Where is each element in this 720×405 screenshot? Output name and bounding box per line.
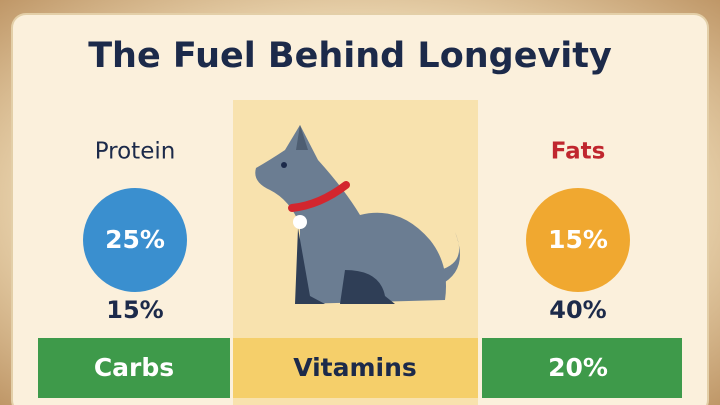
circle — [526, 188, 630, 292]
bar — [233, 338, 478, 398]
circle-label: 25% — [105, 225, 165, 254]
value: 40% — [549, 296, 606, 324]
dog-illustration — [255, 125, 460, 304]
heading: Protein — [95, 139, 176, 165]
bar — [482, 338, 682, 398]
value: 15% — [106, 296, 163, 324]
circle — [83, 188, 187, 292]
heading: Fats — [551, 139, 606, 165]
bar-label: 20% — [548, 353, 608, 382]
title: The Fuel Behind Longevity — [88, 36, 612, 76]
bar-label: Vitamins — [293, 353, 417, 382]
circle-label: 15% — [548, 225, 608, 254]
bar-label: Carbs — [94, 353, 174, 382]
bar — [38, 338, 230, 398]
